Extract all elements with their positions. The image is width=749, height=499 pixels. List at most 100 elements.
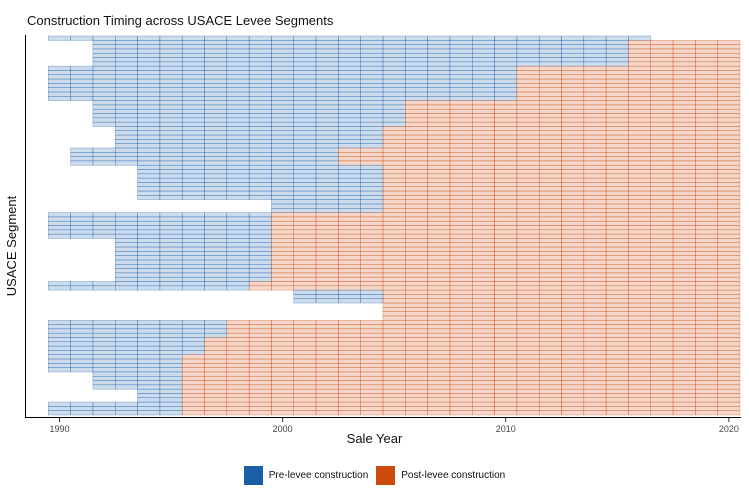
cell-pre-levee: [449, 87, 473, 93]
cell-post-levee: [494, 281, 518, 287]
cell-pre-levee: [226, 48, 250, 54]
cell-pre-levee: [137, 143, 161, 149]
cell-post-levee: [672, 246, 696, 252]
cell-post-levee: [516, 139, 540, 144]
cell-post-levee: [516, 173, 540, 179]
cell-pre-levee: [405, 52, 428, 58]
cell-pre-levee: [315, 182, 339, 187]
cell-post-levee: [449, 371, 473, 377]
cell-post-levee: [695, 160, 718, 166]
cell-post-levee: [382, 285, 406, 291]
cell-post-levee: [449, 307, 473, 312]
cell-pre-levee: [226, 70, 250, 76]
cell-post-levee: [650, 104, 674, 110]
cell-pre-levee: [360, 44, 384, 50]
cell-pre-levee: [315, 83, 339, 88]
cell-pre-levee: [115, 363, 138, 368]
cell-post-levee: [427, 233, 451, 239]
cell-post-levee: [561, 212, 585, 218]
cell-post-levee: [561, 294, 585, 299]
cell-post-levee: [494, 130, 518, 136]
cell-post-levee: [628, 371, 652, 377]
cell-post-levee: [472, 233, 495, 239]
cell-pre-levee: [449, 61, 473, 67]
cell-post-levee: [717, 147, 741, 153]
cell-post-levee: [427, 345, 451, 351]
cell-post-levee: [494, 238, 518, 243]
cell-post-levee: [405, 164, 428, 170]
cell-post-levee: [293, 246, 317, 252]
cell-pre-levee: [494, 70, 518, 76]
cell-pre-levee: [360, 65, 384, 71]
cell-pre-levee: [181, 40, 205, 45]
cell-pre-levee: [360, 104, 384, 110]
cell-post-levee: [226, 337, 250, 343]
cell-pre-levee: [427, 96, 451, 101]
cell-pre-levee: [137, 57, 161, 63]
cell-post-levee: [271, 324, 295, 330]
cell-post-levee: [561, 307, 585, 312]
cell-post-levee: [561, 358, 585, 364]
cell-pre-levee: [204, 100, 228, 106]
cell-post-levee: [449, 251, 473, 256]
cell-post-levee: [472, 324, 495, 330]
cell-post-levee: [516, 182, 540, 187]
cell-post-levee: [538, 78, 562, 84]
cell-post-levee: [695, 96, 718, 101]
cell-post-levee: [248, 388, 272, 394]
cell-pre-levee: [382, 40, 406, 45]
cell-post-levee: [315, 212, 339, 218]
cell-post-levee: [360, 160, 384, 166]
cell-post-levee: [427, 160, 451, 166]
cell-post-levee: [672, 350, 696, 355]
cell-post-levee: [538, 216, 562, 222]
cell-post-levee: [717, 255, 741, 261]
cell-pre-levee: [315, 48, 339, 54]
cell-post-levee: [315, 401, 339, 407]
cell-post-levee: [494, 199, 518, 205]
cell-pre-levee: [226, 108, 250, 114]
cell-pre-levee: [115, 156, 138, 162]
cell-post-levee: [561, 78, 585, 84]
cell-pre-levee: [248, 121, 272, 127]
cell-pre-levee: [92, 345, 116, 351]
cell-pre-levee: [115, 160, 138, 166]
cell-pre-levee: [293, 147, 317, 153]
cell-post-levee: [628, 130, 652, 136]
cell-pre-levee: [181, 130, 205, 136]
cell-post-levee: [405, 195, 428, 200]
cell-post-levee: [405, 311, 428, 317]
cell-post-levee: [628, 169, 652, 175]
cell-post-levee: [516, 380, 540, 386]
cell-post-levee: [605, 272, 629, 278]
cell-post-levee: [717, 130, 741, 136]
cell-post-levee: [472, 384, 495, 390]
cell-post-levee: [717, 272, 741, 278]
cell-post-levee: [204, 393, 228, 399]
cell-pre-levee: [92, 358, 116, 364]
cell-post-levee: [360, 380, 384, 386]
cell-post-levee: [405, 113, 428, 119]
cell-post-levee: [717, 320, 741, 325]
cell-post-levee: [427, 281, 451, 287]
cell-post-levee: [628, 121, 652, 127]
cell-post-levee: [672, 78, 696, 84]
cell-post-levee: [695, 397, 718, 403]
cell-pre-levee: [338, 57, 361, 63]
cell-post-levee: [628, 259, 652, 265]
cell-pre-levee: [115, 246, 138, 252]
cell-post-levee: [427, 130, 451, 136]
cell-pre-levee: [226, 152, 250, 157]
cell-pre-levee: [561, 61, 585, 67]
cell-pre-levee: [360, 126, 384, 132]
cell-post-levee: [628, 332, 652, 338]
cell-post-levee: [650, 96, 674, 101]
cell-post-levee: [561, 96, 585, 101]
cell-pre-levee: [226, 169, 250, 175]
cell-post-levee: [650, 401, 674, 407]
cell-post-levee: [672, 117, 696, 123]
cell-post-levee: [717, 190, 741, 196]
cell-post-levee: [516, 147, 540, 153]
cell-post-levee: [628, 285, 652, 291]
cell-pre-levee: [137, 272, 161, 278]
